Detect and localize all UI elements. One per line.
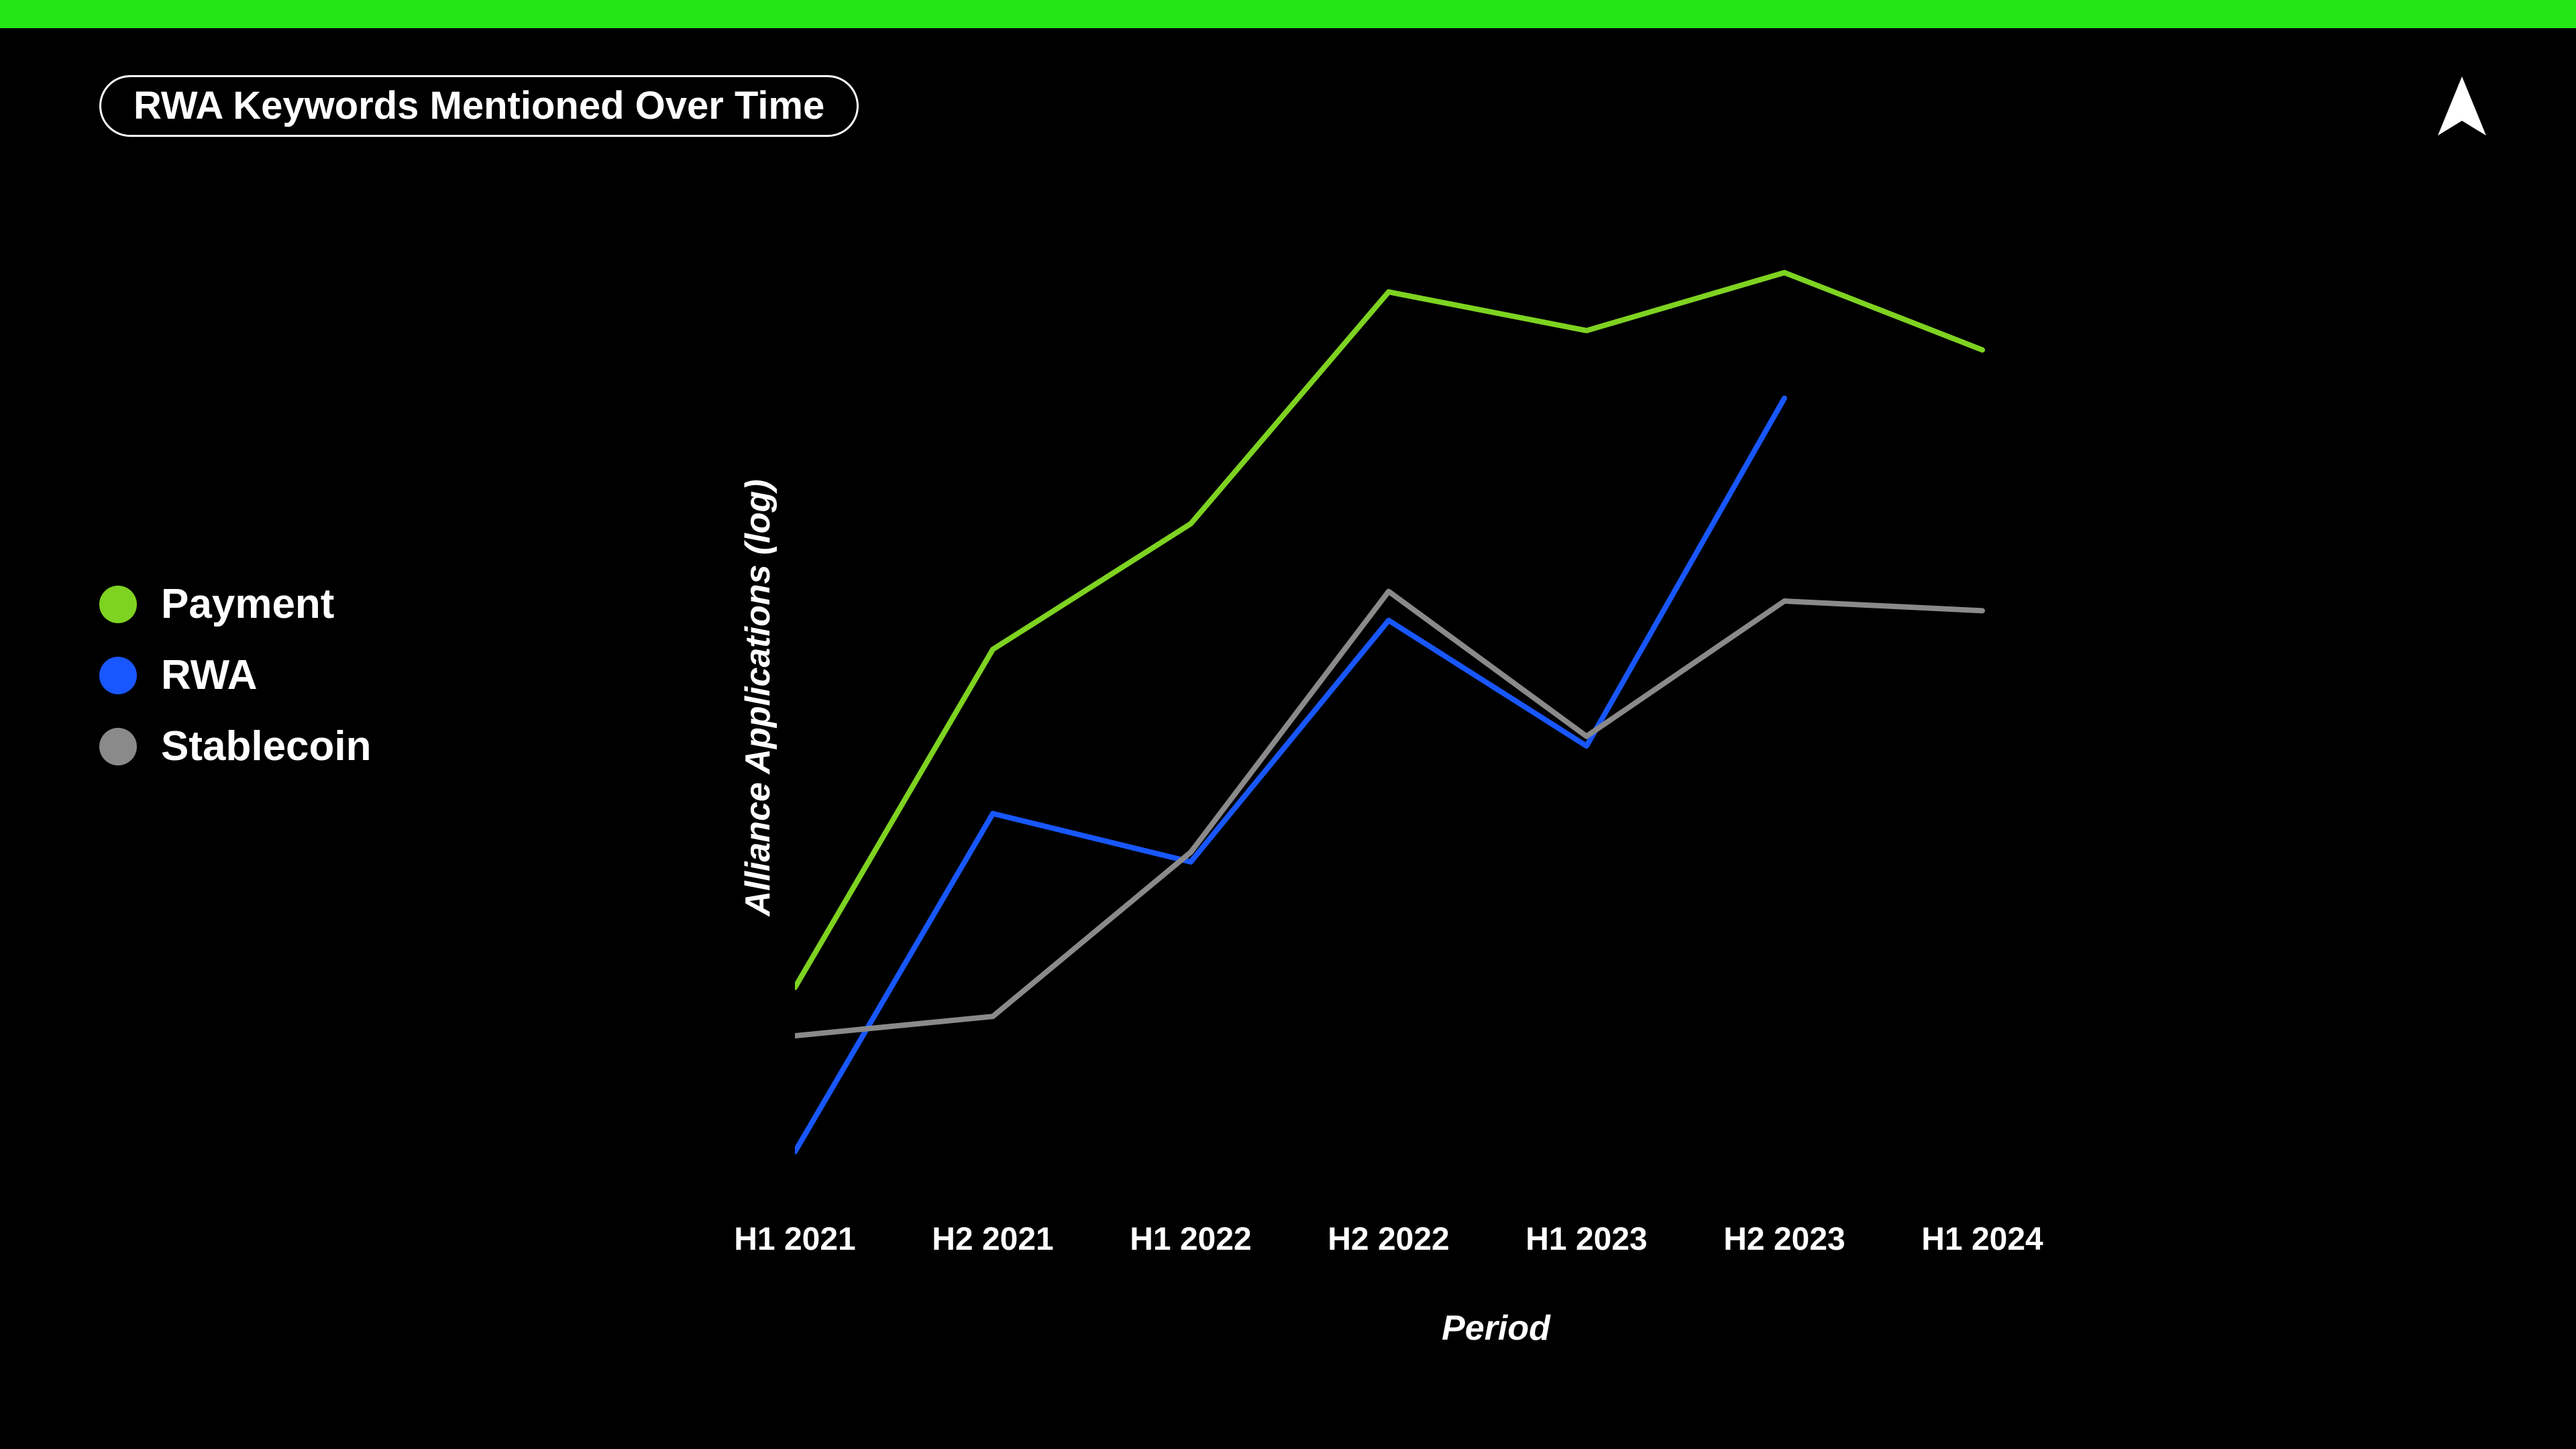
x-tick-label: H2 2021 <box>894 1221 1092 1258</box>
legend-item-payment: Payment <box>99 584 372 625</box>
legend-item-stablecoin: Stablecoin <box>99 726 372 767</box>
chart-legend: Payment RWA Stablecoin <box>99 584 372 767</box>
legend-dot-icon <box>99 728 137 765</box>
y-axis-label: Alliance Applications (log) <box>738 479 778 916</box>
x-tick-label: H1 2023 <box>1488 1221 1686 1258</box>
x-tick-label: H2 2023 <box>1686 1221 1884 1258</box>
series-line-stablecoin <box>795 592 1982 1036</box>
brand-logo-icon <box>2428 74 2496 141</box>
x-tick-label: H1 2024 <box>1884 1221 2082 1258</box>
legend-dot-icon <box>99 657 137 694</box>
x-axis-ticks: H1 2021 H2 2021 H1 2022 H2 2022 H1 2023 … <box>696 1221 2082 1258</box>
x-tick-label: H1 2022 <box>1092 1221 1290 1258</box>
page-title: RWA Keywords Mentioned Over Time <box>99 75 859 137</box>
line-chart <box>795 215 2170 1181</box>
y-axis-label-text: Alliance Applications (log) <box>739 479 777 916</box>
x-axis-label-text: Period <box>1442 1309 1550 1348</box>
legend-label: Payment <box>161 584 334 625</box>
legend-dot-icon <box>99 586 137 623</box>
legend-label: Stablecoin <box>161 726 372 767</box>
x-axis-label: Period <box>1442 1308 1550 1348</box>
legend-label: RWA <box>161 655 258 696</box>
top-accent-bar <box>0 0 2576 28</box>
legend-item-rwa: RWA <box>99 655 372 696</box>
page-title-text: RWA Keywords Mentioned Over Time <box>133 84 824 127</box>
x-tick-label: H1 2021 <box>696 1221 894 1258</box>
series-line-rwa <box>795 398 1784 1152</box>
x-tick-label: H2 2022 <box>1290 1221 1488 1258</box>
series-line-payment <box>795 272 1982 987</box>
